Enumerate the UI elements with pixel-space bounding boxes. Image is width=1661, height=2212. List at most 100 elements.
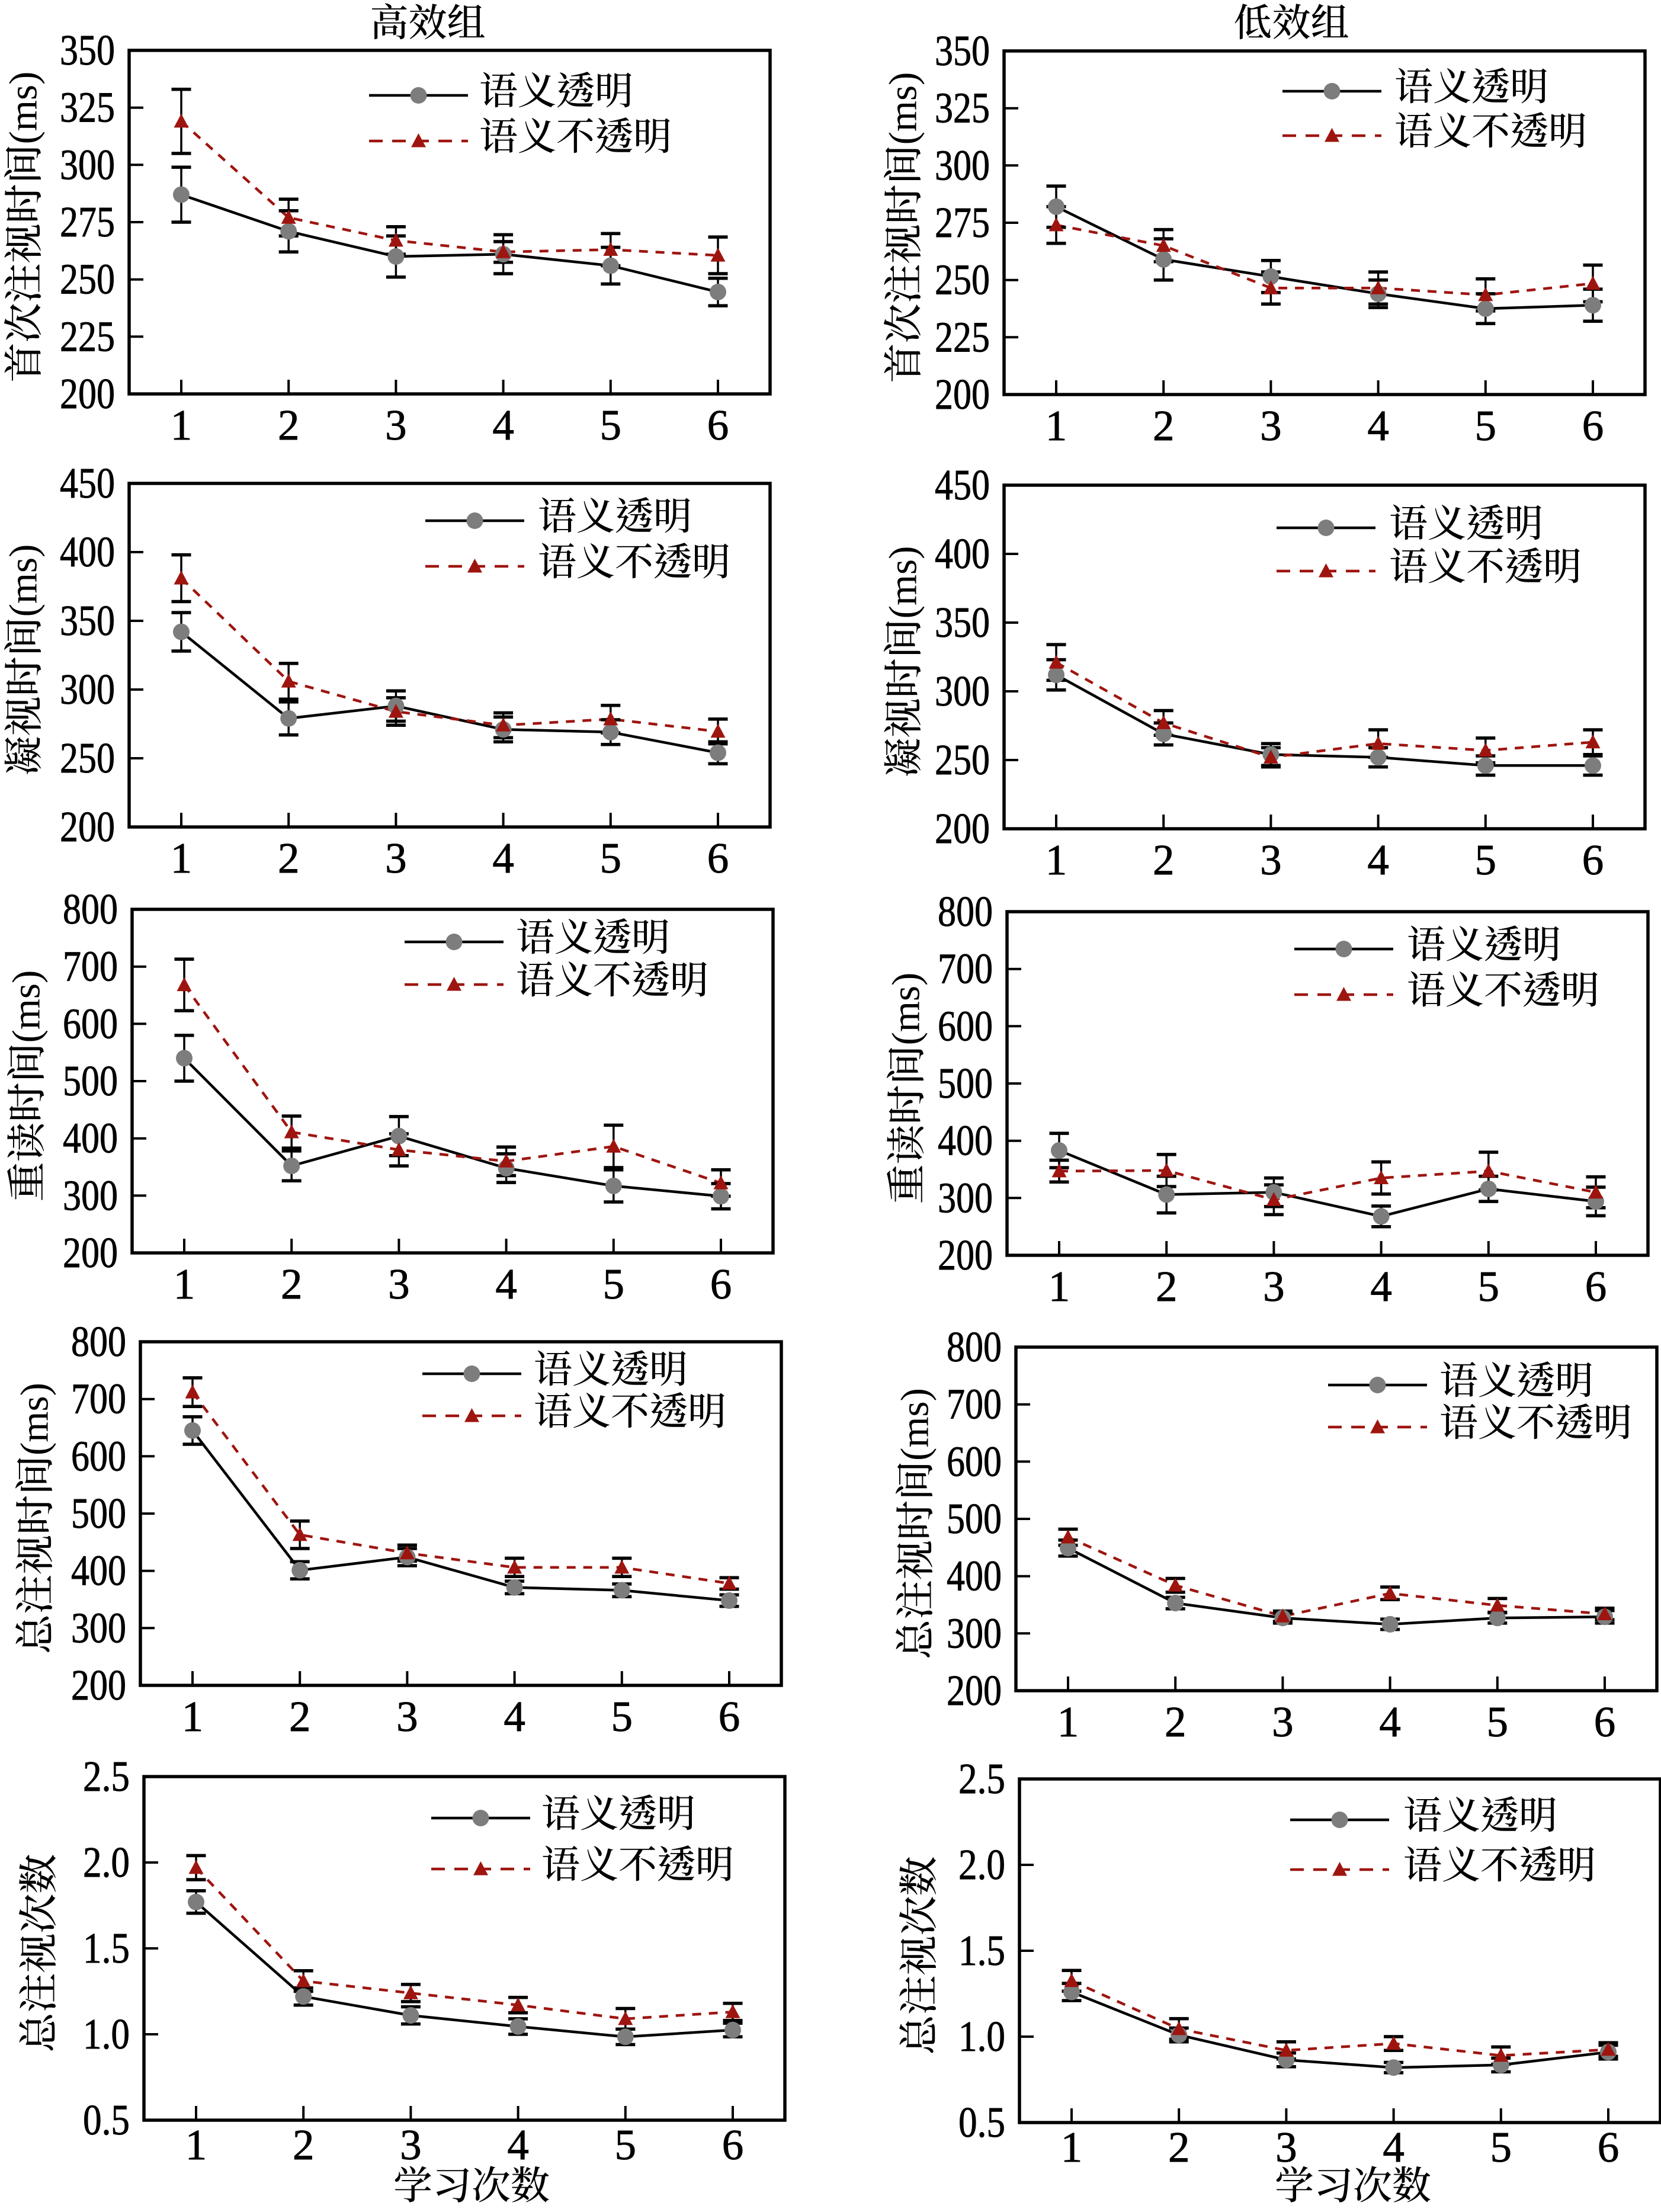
svg-text:0.5: 0.5 xyxy=(83,2096,130,2144)
svg-text:300: 300 xyxy=(947,1609,1002,1657)
svg-text:2: 2 xyxy=(1153,402,1175,450)
svg-text:400: 400 xyxy=(71,1547,126,1595)
svg-text:4: 4 xyxy=(1367,402,1389,450)
svg-text:800: 800 xyxy=(947,1323,1002,1371)
svg-text:450: 450 xyxy=(60,459,115,507)
svg-text:350: 350 xyxy=(935,598,990,646)
svg-text:400: 400 xyxy=(935,530,990,578)
svg-text:2: 2 xyxy=(278,401,300,449)
svg-text:600: 600 xyxy=(947,1437,1002,1485)
svg-text:225: 225 xyxy=(60,312,115,360)
svg-text:(ms): (ms) xyxy=(881,546,925,619)
svg-text:(ms): (ms) xyxy=(881,72,925,145)
svg-text:6: 6 xyxy=(719,1692,740,1740)
svg-text:(ms): (ms) xyxy=(2,72,46,145)
svg-text:4: 4 xyxy=(1379,1698,1401,1746)
svg-text:300: 300 xyxy=(935,667,990,715)
svg-text:5: 5 xyxy=(600,401,622,449)
svg-text:1.0: 1.0 xyxy=(83,2010,130,2058)
svg-text:3: 3 xyxy=(385,401,407,449)
svg-text:1.5: 1.5 xyxy=(958,1926,1005,1974)
svg-text:350: 350 xyxy=(60,597,115,645)
svg-text:4: 4 xyxy=(492,834,514,882)
svg-text:500: 500 xyxy=(71,1489,126,1537)
svg-text:800: 800 xyxy=(938,887,993,935)
svg-text:3: 3 xyxy=(1272,1698,1294,1746)
svg-text:2: 2 xyxy=(281,1260,303,1308)
svg-text:5: 5 xyxy=(1487,1698,1509,1746)
svg-text:1: 1 xyxy=(1046,402,1067,450)
svg-text:2: 2 xyxy=(1153,836,1175,884)
svg-text:4: 4 xyxy=(495,1260,517,1308)
svg-text:5: 5 xyxy=(1475,402,1497,450)
svg-text:4: 4 xyxy=(492,401,514,449)
svg-text:1: 1 xyxy=(174,1260,195,1308)
svg-text:200: 200 xyxy=(60,370,115,418)
svg-text:5: 5 xyxy=(615,2121,637,2169)
svg-text:3: 3 xyxy=(1263,1262,1285,1310)
svg-text:(ms): (ms) xyxy=(893,1388,937,1461)
svg-text:4: 4 xyxy=(507,2121,529,2169)
svg-text:2: 2 xyxy=(289,1692,311,1740)
svg-text:(ms): (ms) xyxy=(884,973,928,1046)
svg-text:3: 3 xyxy=(385,834,407,882)
svg-text:200: 200 xyxy=(935,804,990,852)
svg-text:225: 225 xyxy=(935,313,990,361)
svg-text:800: 800 xyxy=(71,1317,126,1365)
svg-text:(ms): (ms) xyxy=(2,544,46,617)
svg-text:300: 300 xyxy=(60,140,115,188)
svg-text:2: 2 xyxy=(278,834,300,882)
svg-text:250: 250 xyxy=(935,256,990,304)
svg-text:2.5: 2.5 xyxy=(958,1755,1005,1803)
svg-text:4: 4 xyxy=(1383,2123,1405,2171)
svg-text:325: 325 xyxy=(60,84,115,132)
svg-text:1: 1 xyxy=(182,1692,204,1740)
svg-text:325: 325 xyxy=(935,84,990,132)
svg-text:5: 5 xyxy=(1490,2123,1512,2171)
svg-text:(ms): (ms) xyxy=(5,970,49,1043)
svg-text:1: 1 xyxy=(185,2121,207,2169)
svg-text:1: 1 xyxy=(171,834,193,882)
svg-text:200: 200 xyxy=(947,1666,1002,1714)
svg-text:2.0: 2.0 xyxy=(958,1841,1005,1889)
svg-text:600: 600 xyxy=(63,999,118,1047)
svg-text:500: 500 xyxy=(63,1057,118,1105)
svg-text:400: 400 xyxy=(947,1552,1002,1600)
svg-text:3: 3 xyxy=(1275,2123,1297,2171)
svg-text:4: 4 xyxy=(1370,1262,1392,1310)
svg-text:1: 1 xyxy=(1057,1698,1079,1746)
svg-text:200: 200 xyxy=(938,1231,993,1279)
svg-text:300: 300 xyxy=(60,665,115,713)
svg-text:3: 3 xyxy=(396,1692,418,1740)
svg-text:700: 700 xyxy=(947,1380,1002,1428)
svg-text:5: 5 xyxy=(1478,1262,1500,1310)
svg-text:300: 300 xyxy=(938,1174,993,1222)
svg-text:300: 300 xyxy=(71,1604,126,1652)
svg-text:250: 250 xyxy=(60,734,115,782)
svg-text:800: 800 xyxy=(63,885,118,933)
svg-text:500: 500 xyxy=(947,1495,1002,1543)
svg-text:6: 6 xyxy=(707,834,729,882)
svg-text:3: 3 xyxy=(1260,836,1282,884)
svg-text:5: 5 xyxy=(1475,836,1497,884)
svg-text:300: 300 xyxy=(63,1171,118,1219)
svg-text:5: 5 xyxy=(611,1692,633,1740)
svg-text:450: 450 xyxy=(935,461,990,509)
svg-text:600: 600 xyxy=(71,1432,126,1480)
svg-text:350: 350 xyxy=(60,26,115,74)
svg-text:6: 6 xyxy=(1598,2123,1620,2171)
svg-text:700: 700 xyxy=(63,942,118,990)
svg-text:200: 200 xyxy=(935,370,990,418)
svg-text:1: 1 xyxy=(171,401,193,449)
svg-text:200: 200 xyxy=(60,803,115,851)
svg-text:400: 400 xyxy=(60,528,115,576)
svg-text:6: 6 xyxy=(1594,1698,1616,1746)
svg-text:5: 5 xyxy=(603,1260,625,1308)
svg-text:6: 6 xyxy=(707,401,729,449)
svg-text:2.0: 2.0 xyxy=(83,1838,130,1886)
svg-text:275: 275 xyxy=(935,198,990,246)
svg-text:(ms): (ms) xyxy=(13,1383,57,1456)
svg-text:4: 4 xyxy=(1367,836,1389,884)
svg-text:3: 3 xyxy=(1260,402,1282,450)
svg-text:250: 250 xyxy=(935,736,990,784)
